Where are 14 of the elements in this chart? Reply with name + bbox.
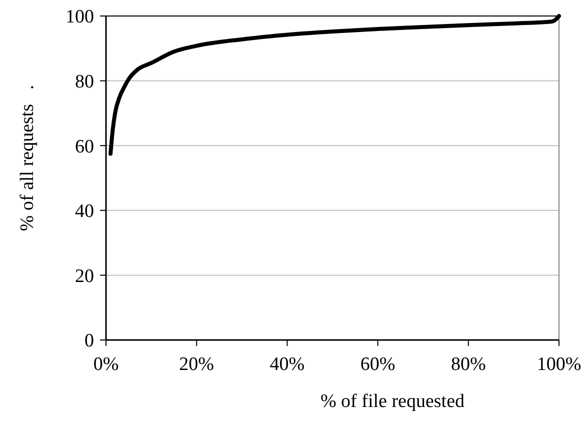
y-tick-label: 80 <box>75 71 94 92</box>
x-tick-label: 40% <box>270 354 305 375</box>
y-tick-label: 0 <box>84 330 94 352</box>
y-tick-label: 100 <box>66 6 94 28</box>
y-tick-label: 40 <box>75 201 94 222</box>
x-tick-label: 20% <box>179 354 214 375</box>
x-tick-label: 60% <box>360 354 396 375</box>
y-tick-label: 60 <box>75 136 94 158</box>
x-axis-title: % of file requested <box>320 391 466 412</box>
y-axis-title: % of all requests . <box>17 84 38 232</box>
x-tick-label: 80% <box>450 354 486 375</box>
x-tick-label: 0% <box>93 354 119 375</box>
x-tick-label: 100% <box>536 354 582 375</box>
y-tick-label: 20 <box>75 266 94 287</box>
